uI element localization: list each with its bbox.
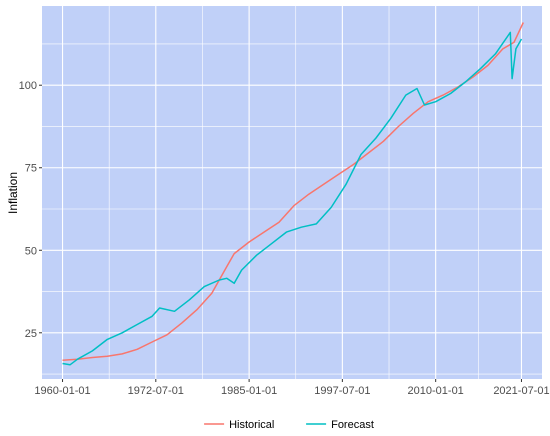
series-line-forecast	[62, 31, 523, 366]
legend-label-historical: Historical	[229, 419, 274, 431]
major-gridlines	[42, 6, 542, 379]
x-tick-label: 2010-01-01	[408, 385, 464, 397]
y-axis-title: Inflation	[6, 172, 20, 214]
x-axis-ticks: 1960-01-01 1972-07-01 1985-01-01 1997-07-01…	[34, 379, 550, 397]
x-tick-label: 1972-07-01	[128, 385, 184, 397]
minor-gridlines	[42, 6, 542, 379]
y-axis-ticks: 25 50 75 100	[19, 80, 42, 340]
x-tick-label: 2021-07-01	[493, 385, 549, 397]
x-tick-label: 1960-01-01	[34, 385, 90, 397]
x-tick-label: 1997-07-01	[314, 385, 370, 397]
legend: Historical Forecast	[204, 419, 374, 431]
y-tick-label: 50	[25, 245, 37, 257]
x-tick-label: 1985-01-01	[221, 385, 277, 397]
series-lines	[62, 22, 524, 366]
y-tick-label: 75	[25, 163, 37, 175]
y-tick-label: 100	[19, 80, 37, 92]
legend-label-forecast: Forecast	[331, 419, 374, 431]
series-line-historical	[62, 22, 524, 361]
plot-panel	[42, 6, 542, 379]
y-tick-label: 25	[25, 328, 37, 340]
